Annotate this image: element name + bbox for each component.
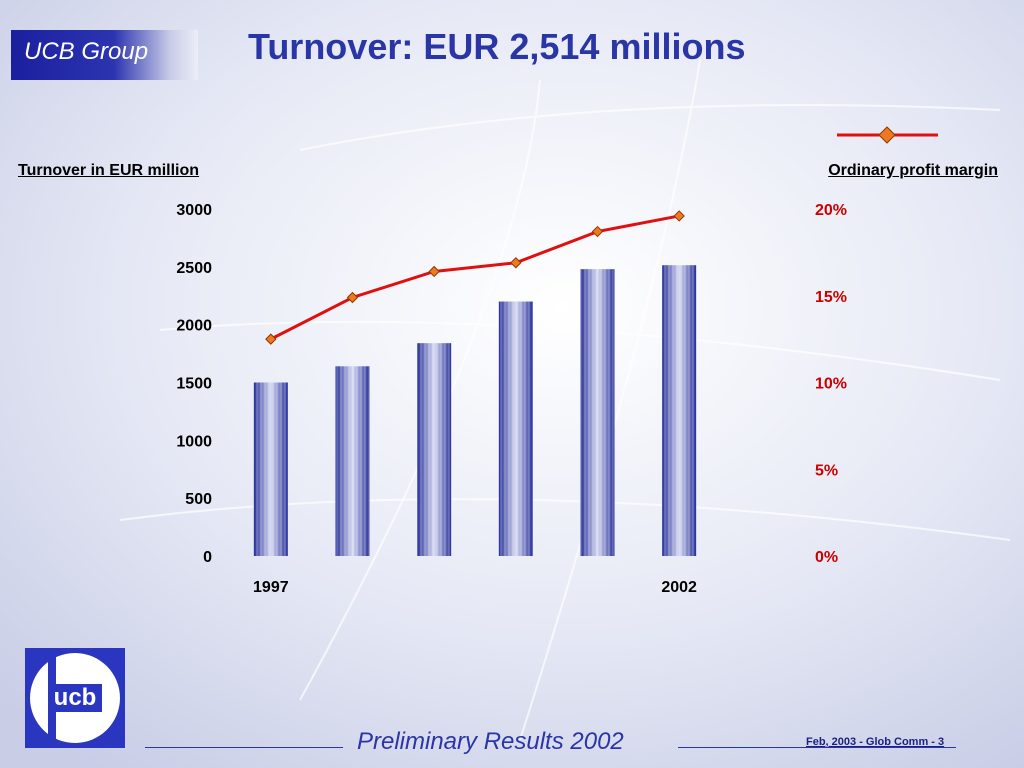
left-tick-label: 1000	[176, 433, 212, 450]
left-tick-label: 2500	[176, 260, 212, 277]
margin-point-1998	[346, 291, 359, 304]
margin-point-1999	[428, 265, 440, 278]
right-tick-label: 15%	[815, 289, 847, 306]
bar-texture-2002	[662, 265, 697, 556]
footer-line-right	[678, 747, 956, 748]
margin-point-2002	[673, 210, 685, 222]
right-tick-label: 20%	[815, 202, 847, 219]
bar-texture-1998	[335, 366, 370, 556]
page-title: Turnover: EUR 2,514 millions	[248, 26, 746, 67]
x-tick-label: 1997	[253, 579, 289, 596]
right-tick-label: 5%	[815, 462, 838, 479]
footer-line-left	[145, 747, 343, 748]
footer-note: Feb, 2003 - Glob Comm - 3	[806, 736, 945, 748]
legend-marker	[878, 126, 896, 144]
right-tick-label: 10%	[815, 376, 847, 393]
left-axis-title: Turnover in EUR million	[18, 162, 200, 179]
margin-point-2001	[591, 225, 604, 238]
margin-point-1997	[265, 333, 277, 345]
logo-text: ucb	[54, 684, 97, 711]
right-axis-title: Ordinary profit margin	[828, 162, 998, 179]
ucb-logo: ucb	[25, 648, 125, 748]
x-tick-label: 2002	[661, 579, 697, 596]
left-tick-label: 1500	[176, 376, 212, 393]
brand-box	[11, 30, 198, 80]
left-tick-label: 500	[185, 491, 212, 508]
margin-point-2000	[510, 257, 522, 269]
footer-title: Preliminary Results 2002	[357, 728, 624, 755]
bar-texture-2000	[498, 301, 533, 556]
right-tick-label: 0%	[815, 549, 838, 566]
bar-texture-1997	[253, 382, 288, 556]
left-tick-label: 0	[203, 549, 212, 566]
legend	[837, 126, 938, 144]
brand-label: UCB Group	[24, 38, 149, 65]
bar-texture-2001	[580, 269, 615, 556]
margin-line	[270, 214, 680, 341]
left-tick-label: 2000	[176, 318, 212, 335]
bar-texture-1999	[417, 343, 452, 556]
left-tick-label: 3000	[176, 202, 212, 219]
